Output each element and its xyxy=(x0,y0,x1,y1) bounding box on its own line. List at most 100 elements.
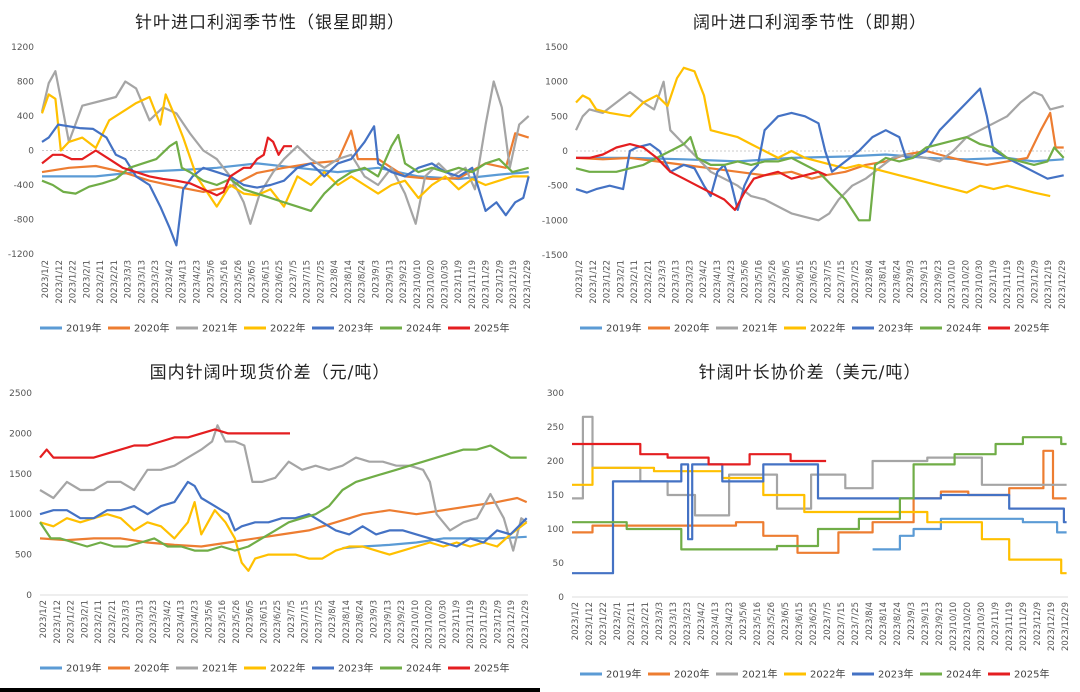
x-tick-label: 2023/4/2 xyxy=(699,260,709,298)
x-tick-label: 2023/9/3 xyxy=(370,600,380,638)
x-tick-label: 2023/9/13 xyxy=(921,602,931,646)
x-tick-label: 2023/8/4 xyxy=(328,600,338,638)
x-tick-label: 2023/11/29 xyxy=(482,260,492,309)
y-tick-label: 1200 xyxy=(11,43,34,53)
x-tick-label: 2023/11/9 xyxy=(454,260,464,304)
series-line-2019年 xyxy=(342,535,527,550)
y-tick-label: 400 xyxy=(17,112,34,122)
series-line-2024年 xyxy=(41,133,529,212)
x-tick-label: 2023/8/14 xyxy=(344,260,354,304)
legend-label: 2021年 xyxy=(202,322,237,335)
legend-label: 2020年 xyxy=(134,322,169,335)
x-tick-label: 2023/11/29 xyxy=(1017,260,1027,309)
x-tick-label: 2023/12/29 xyxy=(521,600,531,649)
x-tick-label: 2023/12/19 xyxy=(1047,602,1057,651)
x-tick-label: 2023/1/2 xyxy=(39,600,49,638)
y-tick-label: 500 xyxy=(15,551,32,561)
x-tick-label: 2023/6/15 xyxy=(261,260,271,304)
legend-label: 2023年 xyxy=(338,662,373,675)
legend-label: 2020年 xyxy=(674,322,709,335)
x-tick-label: 2023/3/23 xyxy=(683,602,693,646)
x-tick-label: 2023/7/5 xyxy=(289,260,299,298)
series-line-2021年 xyxy=(40,70,530,225)
legend-label: 2019年 xyxy=(606,668,641,681)
x-tick-label: 2023/12/19 xyxy=(507,600,517,649)
x-tick-label: 2023/10/10 xyxy=(413,260,423,309)
legend-label: 2022年 xyxy=(270,662,305,675)
x-tick-label: 2023/1/2 xyxy=(571,602,581,640)
legend-label: 2020年 xyxy=(674,668,709,681)
x-tick-label: 2023/6/25 xyxy=(809,602,819,646)
x-tick-label: 2023/2/11 xyxy=(94,600,104,644)
y-tick-label: 0 xyxy=(558,593,564,603)
legend-label: 2025年 xyxy=(1014,668,1049,681)
legend-label: 2022年 xyxy=(810,322,845,335)
x-tick-label: 2023/10/30 xyxy=(438,600,448,649)
y-tick-label: 50 xyxy=(553,559,565,569)
x-tick-label: 2023/5/6 xyxy=(741,260,751,298)
x-tick-label: 2023/11/19 xyxy=(1003,260,1013,309)
y-tick-label: 2500 xyxy=(9,389,32,399)
x-tick-label: 2023/3/13 xyxy=(669,602,679,646)
x-tick-label: 2023/3/13 xyxy=(135,600,145,644)
x-tick-label: 2023/4/23 xyxy=(190,600,200,644)
x-tick-label: 2023/4/13 xyxy=(179,260,189,304)
legend-label: 2021年 xyxy=(742,668,777,681)
series-line-2025年 xyxy=(41,136,292,197)
series-line-2019年 xyxy=(872,517,1067,551)
x-tick-label: 2023/6/5 xyxy=(782,260,792,298)
x-tick-label: 2023/4/2 xyxy=(163,600,173,638)
legend-label: 2023年 xyxy=(878,668,913,681)
y-tick-label: -400 xyxy=(14,181,35,191)
legend-label: 2023年 xyxy=(878,322,913,335)
x-tick-label: 2023/4/2 xyxy=(697,602,707,640)
x-tick-label: 2023/10/10 xyxy=(411,600,421,649)
x-tick-label: 2023/2/1 xyxy=(616,260,626,298)
chart-panel-domestic-spot-spread: 国内针阔叶现货价差（元/吨） 2500 2000 1500 1000 500 0 2023/… xyxy=(0,346,540,688)
series-line-2023年 xyxy=(41,123,530,247)
legend-label: 2025年 xyxy=(474,662,509,675)
x-tick-label: 2023/5/26 xyxy=(232,600,242,644)
x-tick-label: 2023/11/19 xyxy=(1005,602,1015,651)
x-tick-label: 2023/7/15 xyxy=(837,260,847,304)
x-tick-label: 2023/6/5 xyxy=(248,260,258,298)
series-line-2024年 xyxy=(575,136,1065,222)
legend-label: 2024年 xyxy=(406,662,441,675)
x-tick-label: 2023/8/24 xyxy=(892,260,902,304)
series-line-2020年 xyxy=(39,496,528,548)
chart-title: 针叶进口利润季节性（银星即期） xyxy=(135,13,405,33)
x-tick-label: 2023/11/9 xyxy=(989,260,999,304)
x-tick-label: 2023/3/13 xyxy=(137,260,147,304)
legend-label: 2021年 xyxy=(202,662,237,675)
legend-label: 2020年 xyxy=(134,662,169,675)
x-tick-label: 2023/4/23 xyxy=(192,260,202,304)
x-tick-label: 2023/12/19 xyxy=(1044,260,1054,309)
legend-label: 2021年 xyxy=(742,322,777,335)
x-tick-label: 2023/9/13 xyxy=(385,260,395,304)
x-tick-label: 2023/5/16 xyxy=(220,260,230,304)
bottom-rule xyxy=(0,688,540,692)
x-tick-label: 2023/9/3 xyxy=(907,602,917,640)
x-tick-label: 2023/8/24 xyxy=(356,600,366,644)
legend-label: 2022年 xyxy=(270,322,305,335)
chart-panel-long-contract-spread: 针阔叶长协价差（美元/吨） 300 250 200 150 100 50 0 2023/1/2… xyxy=(540,346,1080,692)
x-tick-label: 2023/6/15 xyxy=(259,600,269,644)
legend-label: 2025年 xyxy=(474,322,509,335)
x-tick-label: 2023/3/3 xyxy=(658,260,668,298)
x-tick-label: 2023/7/25 xyxy=(851,602,861,646)
x-tick-label: 2023/5/16 xyxy=(753,602,763,646)
x-tick-label: 2023/7/25 xyxy=(851,260,861,304)
series-line-2022年 xyxy=(39,501,528,572)
x-tick-label: 2023/6/15 xyxy=(795,602,805,646)
x-tick-label: 2023/11/29 xyxy=(480,600,490,649)
x-tick-label: 2023/9/23 xyxy=(399,260,409,304)
x-tick-label: 2023/7/25 xyxy=(314,600,324,644)
y-tick-label: -1500 xyxy=(542,251,568,261)
y-tick-label: 500 xyxy=(551,112,568,122)
x-tick-label: 2023/5/16 xyxy=(754,260,764,304)
x-tick-label: 2023/9/3 xyxy=(906,260,916,298)
x-tick-label: 2023/7/25 xyxy=(316,260,326,304)
x-tick-label: 2023/5/6 xyxy=(739,602,749,640)
x-tick-label: 2023/11/19 xyxy=(466,600,476,649)
x-tick-label: 2023/10/20 xyxy=(427,260,437,309)
